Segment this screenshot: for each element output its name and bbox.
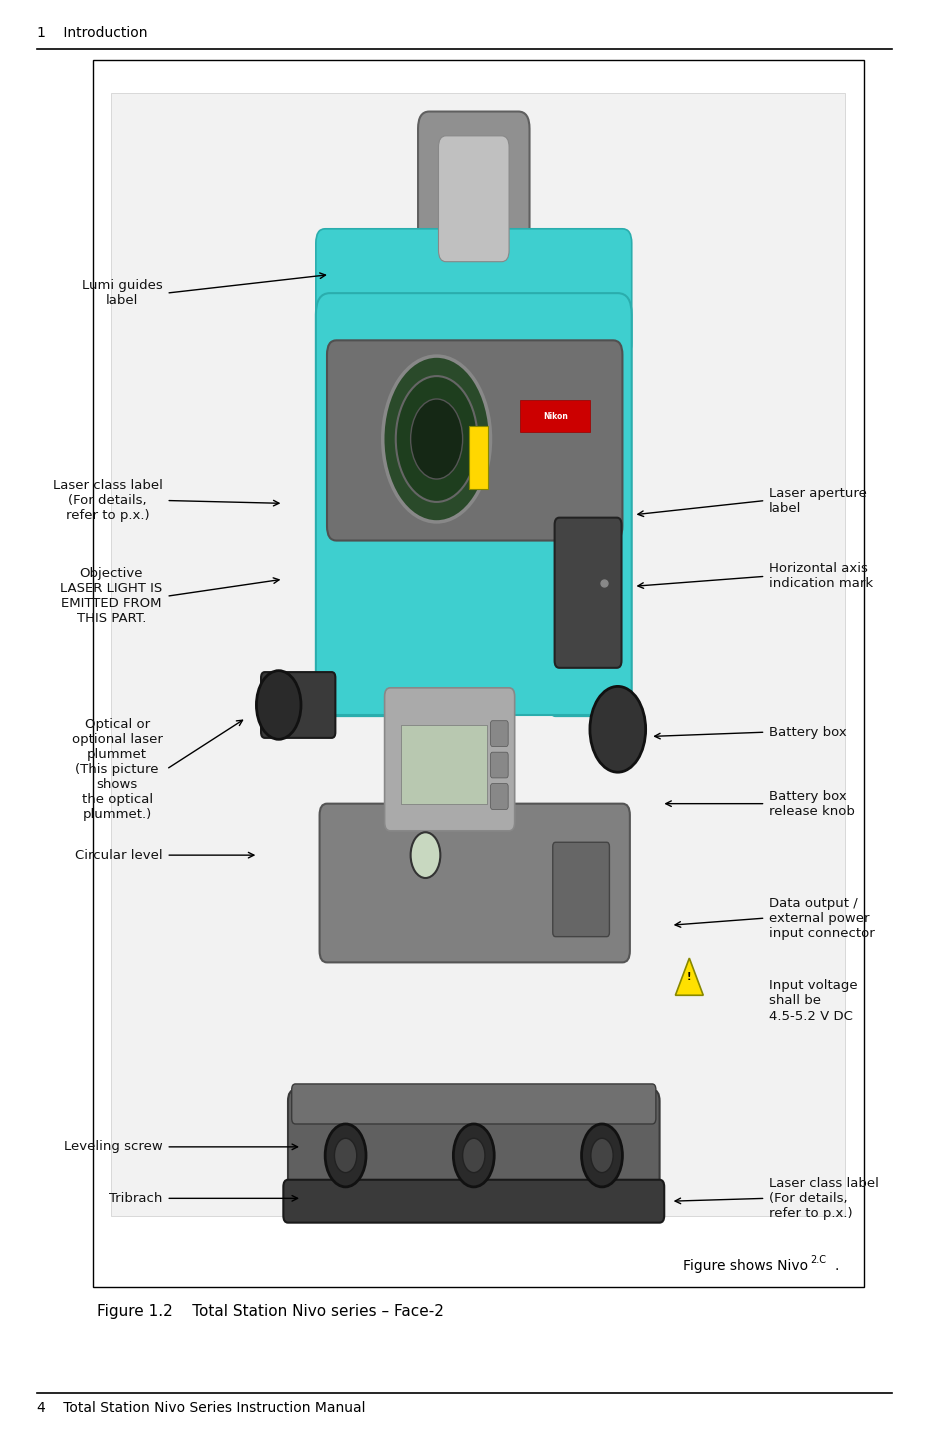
- Text: Laser aperture
label: Laser aperture label: [768, 486, 866, 515]
- FancyBboxPatch shape: [469, 426, 487, 489]
- Text: Optical or
optional laser
plummet
(This picture
shows
the optical
plummet.): Optical or optional laser plummet (This …: [71, 718, 162, 821]
- FancyBboxPatch shape: [283, 1180, 664, 1223]
- Text: 2.C: 2.C: [809, 1256, 825, 1264]
- Circle shape: [581, 1124, 622, 1187]
- FancyBboxPatch shape: [261, 672, 335, 738]
- Text: 4    Total Station Nivo Series Instruction Manual: 4 Total Station Nivo Series Instruction …: [37, 1401, 366, 1416]
- Circle shape: [325, 1124, 366, 1187]
- Text: Leveling screw: Leveling screw: [64, 1140, 162, 1154]
- FancyBboxPatch shape: [93, 60, 863, 1287]
- Text: Horizontal axis
indication mark: Horizontal axis indication mark: [768, 562, 872, 591]
- Text: Laser class label
(For details,
refer to p.x.): Laser class label (For details, refer to…: [53, 479, 162, 522]
- FancyBboxPatch shape: [552, 842, 609, 937]
- FancyBboxPatch shape: [384, 688, 514, 831]
- Text: Objective
LASER LIGHT IS
EMITTED FROM
THIS PART.: Objective LASER LIGHT IS EMITTED FROM TH…: [60, 568, 162, 625]
- Circle shape: [410, 832, 440, 878]
- Text: Figure 1.2    Total Station Nivo series – Face-2: Figure 1.2 Total Station Nivo series – F…: [97, 1304, 443, 1318]
- FancyBboxPatch shape: [291, 1084, 655, 1124]
- FancyBboxPatch shape: [288, 1090, 659, 1210]
- Circle shape: [382, 356, 490, 522]
- FancyBboxPatch shape: [549, 270, 614, 716]
- Text: Nikon: Nikon: [543, 412, 567, 420]
- FancyBboxPatch shape: [490, 784, 508, 809]
- FancyBboxPatch shape: [316, 229, 631, 358]
- FancyBboxPatch shape: [319, 804, 629, 962]
- Text: Circular level: Circular level: [75, 848, 162, 862]
- Circle shape: [590, 1138, 612, 1173]
- Text: Battery box
release knob: Battery box release knob: [768, 789, 854, 818]
- FancyBboxPatch shape: [490, 721, 508, 746]
- FancyBboxPatch shape: [327, 340, 622, 541]
- Text: .: .: [833, 1258, 838, 1273]
- Circle shape: [589, 686, 645, 772]
- Text: Figure shows Nivo: Figure shows Nivo: [682, 1258, 807, 1273]
- Circle shape: [453, 1124, 494, 1187]
- FancyBboxPatch shape: [401, 725, 486, 804]
- Circle shape: [256, 671, 301, 739]
- Text: Input voltage
shall be
4.5-5.2 V DC: Input voltage shall be 4.5-5.2 V DC: [768, 980, 857, 1022]
- Text: Battery box: Battery box: [768, 725, 846, 739]
- Polygon shape: [675, 958, 702, 995]
- FancyBboxPatch shape: [418, 112, 529, 277]
- FancyBboxPatch shape: [438, 136, 509, 262]
- Text: Data output /
external power
input connector: Data output / external power input conne…: [768, 897, 874, 940]
- Text: Laser class label
(For details,
refer to p.x.): Laser class label (For details, refer to…: [768, 1177, 878, 1220]
- Text: Lumi guides
label: Lumi guides label: [82, 279, 162, 307]
- Circle shape: [395, 376, 477, 502]
- FancyBboxPatch shape: [490, 752, 508, 778]
- FancyBboxPatch shape: [111, 93, 844, 1216]
- FancyBboxPatch shape: [520, 400, 589, 432]
- Text: Tribrach: Tribrach: [110, 1191, 162, 1205]
- Circle shape: [410, 399, 462, 479]
- FancyBboxPatch shape: [330, 270, 395, 716]
- FancyBboxPatch shape: [316, 293, 631, 715]
- Circle shape: [462, 1138, 484, 1173]
- Circle shape: [334, 1138, 356, 1173]
- FancyBboxPatch shape: [554, 518, 621, 668]
- Text: !: !: [687, 972, 690, 981]
- Text: 1    Introduction: 1 Introduction: [37, 26, 148, 40]
